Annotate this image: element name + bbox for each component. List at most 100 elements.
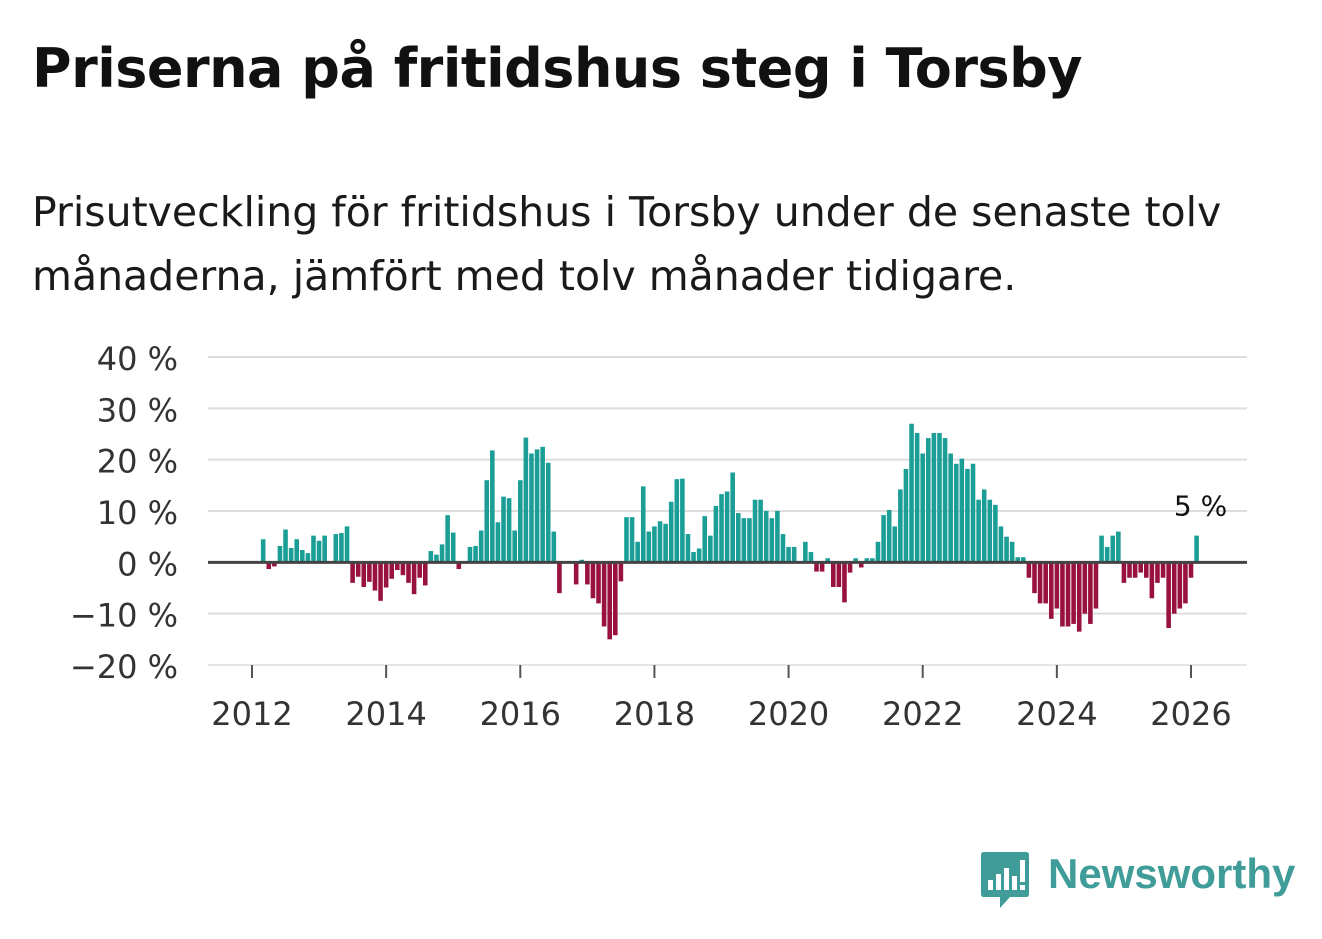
bar: [847, 562, 853, 573]
bars: [260, 423, 1199, 640]
bar: [389, 562, 395, 579]
bar: [1138, 562, 1143, 573]
bar: [406, 562, 411, 583]
bar: [1015, 557, 1021, 563]
bar: [1104, 546, 1110, 563]
bar: [445, 515, 450, 563]
bar: [937, 432, 942, 563]
bar: [970, 463, 976, 563]
bar: [640, 486, 646, 563]
bar: [439, 544, 445, 563]
bar: [601, 562, 607, 627]
bar: [1004, 536, 1009, 563]
bar: [691, 552, 696, 563]
bar: [1155, 562, 1160, 583]
bar: [808, 552, 814, 563]
bar: [311, 535, 316, 563]
bar: [624, 517, 629, 563]
bar: [305, 553, 311, 563]
bar: [870, 558, 875, 563]
newsworthy-logo: Newsworthy: [980, 848, 1300, 912]
bar-chart-icon: [981, 852, 1029, 908]
bar: [1071, 562, 1076, 624]
y-tick-label: 30 %: [97, 391, 178, 429]
bar: [775, 511, 780, 563]
bar: [1110, 535, 1116, 563]
bar: [864, 558, 870, 563]
x-tick-label: 2018: [614, 695, 695, 733]
bar: [993, 504, 998, 563]
bar: [965, 468, 970, 563]
chart-title: Priserna på fritidshus steg i Torsby: [32, 37, 1083, 100]
x-tick-label: 2022: [882, 695, 963, 733]
bar: [467, 546, 473, 563]
bar: [1082, 562, 1088, 614]
bar: [791, 546, 797, 563]
bar: [830, 562, 836, 587]
bar: [635, 541, 640, 563]
bar: [1009, 541, 1015, 563]
bar: [652, 526, 657, 563]
bar: [914, 432, 920, 563]
bar: [512, 530, 517, 563]
bar: [350, 562, 355, 583]
bar: [819, 562, 825, 572]
x-tick-label: 2024: [1016, 695, 1097, 733]
bar: [517, 480, 523, 563]
bar: [1143, 562, 1149, 578]
bar: [1048, 562, 1054, 619]
x-tick-label: 2020: [748, 695, 829, 733]
bar: [763, 511, 769, 563]
bar: [283, 529, 288, 563]
bar: [1065, 562, 1071, 627]
bar: [948, 453, 953, 563]
bar: [1026, 562, 1032, 578]
bar: [875, 541, 881, 563]
bar: [585, 562, 590, 585]
bar: [663, 523, 668, 563]
bar: [484, 480, 490, 563]
bar: [573, 562, 579, 585]
y-axis-labels: 40 % 30 % 20 % 10 % 0 % −10 % −20 %: [70, 340, 178, 686]
x-tick-label: 2014: [345, 695, 426, 733]
bar: [758, 499, 763, 563]
bar: [450, 532, 456, 563]
bar: [590, 562, 596, 599]
bar: [668, 501, 674, 563]
bar: [1183, 562, 1188, 604]
bar: [361, 562, 367, 587]
bar: [713, 505, 719, 563]
bar: [724, 491, 730, 563]
x-axis: 2012 2014 2016 2018 2020 2022 2024 2026: [208, 664, 1247, 733]
bar: [1188, 562, 1194, 578]
bar: [277, 545, 283, 563]
bar: [657, 521, 663, 563]
bar: [557, 562, 562, 594]
brand-name: Newsworthy: [1048, 850, 1296, 897]
bar: [383, 562, 389, 588]
bar: [853, 558, 858, 563]
bar: [1088, 562, 1093, 624]
y-tick-label: −20 %: [70, 648, 178, 686]
bar: [1149, 562, 1155, 599]
bar: [708, 535, 713, 563]
bar: [272, 562, 277, 567]
bar: [702, 516, 708, 563]
bar: [607, 562, 613, 640]
bar: [898, 489, 903, 563]
last-value-label: 5 %: [1174, 490, 1227, 523]
bar: [333, 534, 339, 563]
bar: [719, 494, 724, 563]
bar: [478, 530, 484, 563]
bar: [322, 535, 327, 563]
bar: [892, 526, 898, 563]
bar: [909, 423, 914, 563]
bar: [545, 462, 551, 563]
bar: [540, 446, 545, 563]
bar: [752, 499, 758, 563]
y-tick-label: −10 %: [70, 597, 178, 635]
bar: [858, 562, 864, 568]
chart-subtitle: Prisutveckling för fritidshus i Torsby u…: [32, 188, 1222, 300]
bar: [629, 517, 635, 563]
bar: [903, 468, 909, 563]
